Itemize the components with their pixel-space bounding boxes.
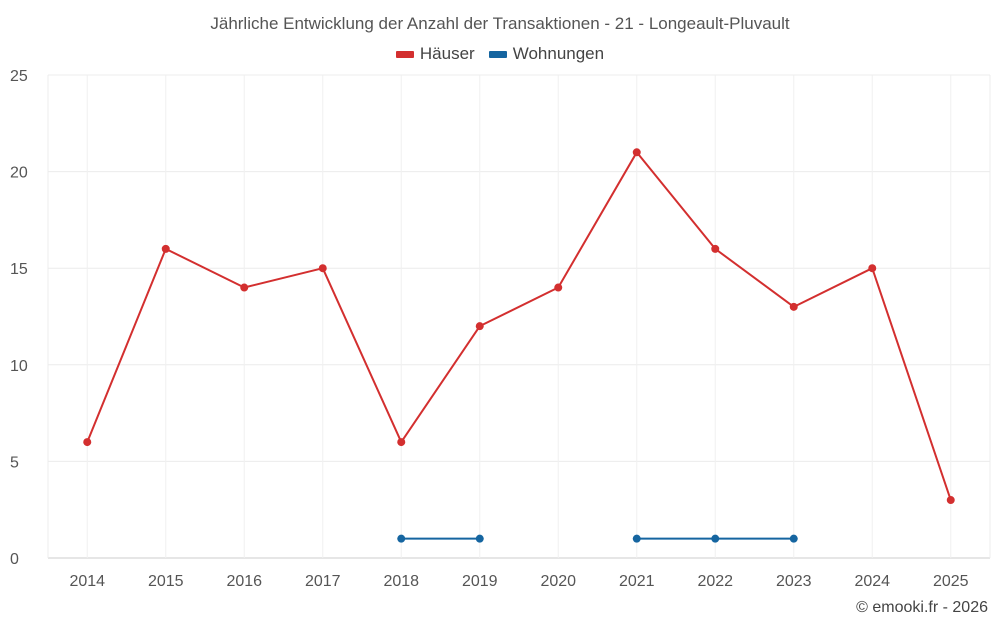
data-point-haeuser [554,283,563,292]
data-point-haeuser [711,244,720,253]
series-line-haeuser [86,151,952,501]
data-point-haeuser [632,148,641,157]
data-point-haeuser [240,283,249,292]
data-point-wohnungen [789,534,798,543]
x-tick-label: 2021 [619,573,655,590]
legend-label-wohnungen: Wohnungen [512,44,605,63]
x-tick-label: 2016 [226,573,262,590]
x-tick-label: 2019 [462,573,498,590]
legend-item-haeuser[interactable]: Häuser [395,44,475,64]
x-tick-label: 2014 [69,573,105,590]
data-point-haeuser [868,264,877,273]
y-tick-label: 0 [10,551,19,568]
legend: Häuser Wohnungen [0,44,1000,64]
y-tick-label: 15 [10,261,28,278]
data-point-haeuser [789,302,798,311]
data-point-wohnungen [397,534,406,543]
legend-label-haeuser: Häuser [419,44,475,63]
x-tick-label: 2017 [305,573,341,590]
x-tick-label: 2018 [383,573,419,590]
data-point-haeuser [83,438,92,447]
x-tick-label: 2015 [148,573,184,590]
y-tick-label: 10 [10,358,28,375]
x-tick-label: 2022 [697,573,733,590]
y-tick-label: 25 [10,68,28,85]
data-point-wohnungen [632,534,641,543]
data-point-haeuser [946,496,955,505]
legend-swatch-wohnungen [488,50,507,58]
data-point-haeuser [475,322,484,331]
y-tick-label: 20 [10,165,28,182]
x-tick-label: 2024 [854,573,890,590]
legend-item-wohnungen[interactable]: Wohnungen [488,44,605,64]
legend-swatch-haeuser [395,50,414,58]
data-point-wohnungen [475,534,484,543]
x-tick-label: 2025 [933,573,969,590]
data-point-wohnungen [711,534,720,543]
data-point-haeuser [318,264,327,273]
data-point-haeuser [397,438,406,447]
x-tick-label: 2020 [540,573,576,590]
chart-title: Jährliche Entwicklung der Anzahl der Tra… [210,14,790,33]
data-point-haeuser [161,244,170,253]
y-tick-label: 5 [10,454,19,471]
x-tick-label: 2023 [776,573,812,590]
credit-text: © emooki.fr - 2026 [856,599,988,616]
